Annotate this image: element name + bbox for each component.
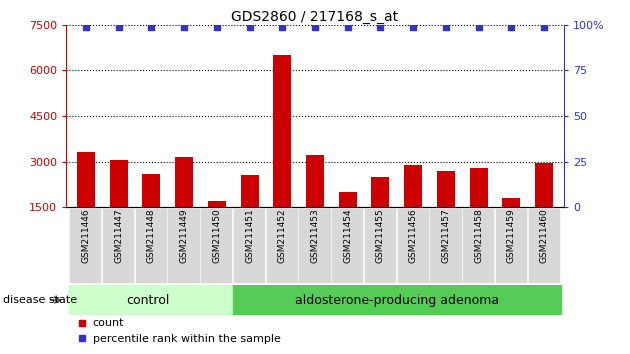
Text: GSM211449: GSM211449: [180, 209, 188, 263]
Point: [212, 24, 222, 29]
Point: [507, 24, 517, 29]
Text: aldosterone-producing adenoma: aldosterone-producing adenoma: [295, 293, 499, 307]
Bar: [168, 209, 200, 284]
Point: [474, 24, 484, 29]
Text: disease state: disease state: [3, 295, 77, 305]
Text: GSM211457: GSM211457: [442, 209, 450, 263]
Text: GSM211452: GSM211452: [278, 209, 287, 263]
Text: GSM211451: GSM211451: [245, 209, 254, 263]
Text: GSM211446: GSM211446: [81, 209, 90, 263]
Bar: [404, 165, 422, 207]
Bar: [339, 192, 357, 207]
Bar: [201, 209, 232, 284]
Bar: [503, 198, 520, 207]
Bar: [142, 174, 160, 207]
Bar: [437, 171, 455, 207]
Bar: [365, 209, 396, 284]
Bar: [273, 55, 291, 207]
Bar: [69, 285, 233, 315]
Text: GSM211455: GSM211455: [376, 209, 385, 263]
Point: [310, 24, 320, 29]
Bar: [175, 157, 193, 207]
Bar: [299, 209, 331, 284]
Bar: [266, 209, 298, 284]
Bar: [536, 163, 553, 207]
Text: GSM211453: GSM211453: [311, 209, 319, 263]
Point: [113, 24, 123, 29]
Point: [539, 24, 549, 29]
Point: [408, 24, 418, 29]
Point: [375, 24, 386, 29]
Text: GSM211454: GSM211454: [343, 209, 352, 263]
Bar: [306, 155, 324, 207]
Bar: [398, 209, 429, 284]
Bar: [233, 285, 561, 315]
Bar: [135, 209, 167, 284]
Point: [343, 24, 353, 29]
Point: [146, 24, 156, 29]
Bar: [110, 160, 127, 207]
Text: GSM211448: GSM211448: [147, 209, 156, 263]
Point: [179, 24, 189, 29]
Text: GSM211447: GSM211447: [114, 209, 123, 263]
Bar: [529, 209, 560, 284]
Legend: count, percentile rank within the sample: count, percentile rank within the sample: [72, 314, 285, 348]
Bar: [496, 209, 527, 284]
Bar: [70, 209, 101, 284]
Bar: [470, 167, 488, 207]
Bar: [430, 209, 462, 284]
Point: [441, 24, 451, 29]
Title: GDS2860 / 217168_s_at: GDS2860 / 217168_s_at: [231, 10, 399, 24]
Text: GSM211460: GSM211460: [540, 209, 549, 263]
Bar: [234, 209, 265, 284]
Bar: [332, 209, 364, 284]
Text: GSM211458: GSM211458: [474, 209, 483, 263]
Bar: [463, 209, 495, 284]
Point: [244, 24, 255, 29]
Text: GSM211459: GSM211459: [507, 209, 516, 263]
Text: GSM211456: GSM211456: [409, 209, 418, 263]
Point: [81, 24, 91, 29]
Bar: [208, 201, 226, 207]
Bar: [77, 152, 94, 207]
Bar: [372, 177, 389, 207]
Text: GSM211450: GSM211450: [212, 209, 221, 263]
Bar: [103, 209, 134, 284]
Text: control: control: [127, 293, 169, 307]
Point: [277, 24, 287, 29]
Bar: [241, 175, 258, 207]
